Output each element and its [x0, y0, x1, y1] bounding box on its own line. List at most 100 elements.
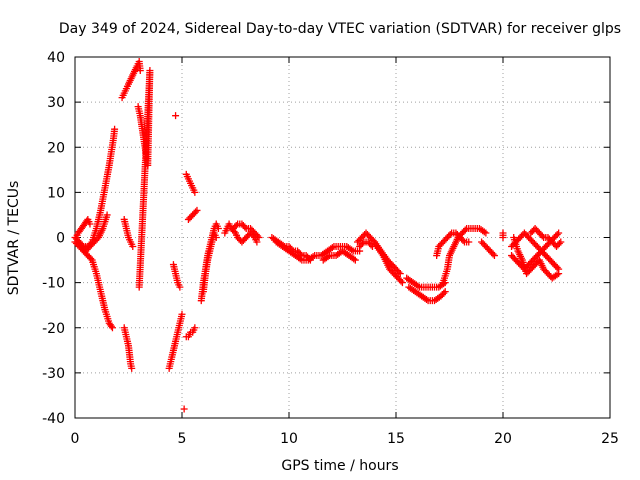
data-point — [111, 125, 119, 133]
data-point — [490, 252, 498, 260]
data-point — [367, 241, 375, 249]
series-arc-3-lone-low — [180, 405, 188, 413]
x-tick-label: 20 — [494, 431, 512, 447]
data-point — [135, 283, 143, 291]
x-tick-label: 25 — [601, 431, 619, 447]
data-point — [441, 288, 449, 296]
data-point — [309, 253, 317, 261]
data-point — [461, 226, 469, 234]
y-tick-label: 30 — [47, 95, 65, 111]
series-arc-14d — [527, 224, 565, 251]
x-tick-label: 0 — [71, 431, 80, 447]
data-point — [358, 240, 366, 248]
series-arc-12 — [439, 224, 490, 287]
data-point — [212, 234, 220, 241]
data-point — [350, 255, 358, 263]
points-layer — [71, 58, 565, 413]
y-tick-label: 40 — [47, 50, 65, 66]
data-point — [499, 234, 507, 241]
series-arc-early-pos — [72, 215, 94, 241]
data-point — [232, 221, 240, 229]
data-point — [191, 188, 199, 196]
series-arc-14c — [510, 234, 563, 282]
y-tick-label: -10 — [42, 276, 65, 292]
series-arc-1-down — [71, 238, 116, 332]
data-point — [397, 277, 405, 285]
data-point — [176, 283, 184, 291]
data-point — [255, 234, 263, 241]
data-point — [348, 246, 356, 254]
data-point — [107, 322, 115, 330]
data-point — [482, 229, 490, 237]
data-point — [296, 255, 304, 263]
y-axis-label: SDTVAR / TECUs — [6, 181, 22, 296]
series-arc-10b — [373, 243, 406, 287]
data-point — [398, 279, 406, 287]
y-tick-label: 20 — [47, 140, 65, 156]
data-point — [489, 250, 497, 258]
series-arc-2-down — [120, 324, 136, 372]
data-point — [555, 270, 563, 278]
series-arc-9b — [356, 238, 376, 251]
y-tick-label: -20 — [42, 321, 65, 337]
series-arc-13 — [499, 229, 507, 241]
series-arc-3-mid — [169, 261, 184, 291]
data-point — [86, 220, 94, 228]
y-tick-label: 10 — [47, 185, 65, 201]
data-point — [172, 112, 180, 120]
chart-title: Day 349 of 2024, Sidereal Day-to-day VTE… — [59, 21, 621, 37]
data-point — [128, 364, 136, 372]
data-point — [230, 227, 238, 235]
series-arc-7b — [272, 238, 323, 264]
tick-layer: 0 5 10 15 20 25 -40 -30 -20 -10 0 10 20 30 40 — [42, 50, 619, 447]
series-arc-4-neg — [182, 324, 199, 341]
x-axis-label: GPS time / hours — [281, 458, 398, 474]
data-point — [555, 229, 563, 237]
data-point — [136, 67, 144, 75]
series-arc-3-top — [172, 112, 180, 120]
data-point — [129, 243, 137, 251]
series-arc-5b — [199, 229, 220, 296]
series-arc-2-mid — [120, 215, 137, 251]
data-point — [459, 237, 467, 245]
series-arc-early-neg — [73, 211, 111, 255]
data-point — [178, 310, 186, 318]
data-point — [351, 256, 359, 264]
series-arc-1-up — [71, 125, 119, 251]
y-tick-label: -40 — [42, 411, 65, 427]
data-point — [553, 264, 561, 272]
x-tick-label: 15 — [387, 431, 405, 447]
series-arc-6b — [229, 220, 263, 241]
data-point — [396, 270, 404, 278]
data-point — [328, 244, 336, 252]
data-point — [446, 230, 454, 238]
data-point — [108, 324, 116, 332]
data-point — [241, 223, 249, 231]
data-point — [480, 228, 488, 236]
data-point — [254, 232, 262, 240]
data-point — [214, 224, 222, 232]
data-point — [422, 296, 430, 304]
data-point — [324, 253, 332, 261]
series-arc-12b — [433, 229, 473, 260]
data-point — [553, 271, 561, 279]
data-point — [538, 232, 546, 240]
data-point — [465, 238, 473, 246]
series-arc-4-mid — [184, 206, 201, 223]
data-point — [555, 240, 563, 248]
data-point — [553, 230, 561, 238]
series-arc-4-up — [182, 170, 199, 196]
series-arc-3-neg — [165, 310, 186, 372]
series-arc-2-up — [118, 58, 144, 102]
y-tick-label: -30 — [42, 366, 65, 382]
data-point — [193, 206, 201, 214]
series-arc-11b — [405, 283, 449, 305]
series-arc-8b — [319, 247, 359, 264]
data-point — [180, 405, 188, 413]
data-point — [253, 238, 261, 246]
series-arc-12c — [478, 238, 498, 260]
x-tick-label: 10 — [280, 431, 298, 447]
data-point — [440, 289, 448, 297]
